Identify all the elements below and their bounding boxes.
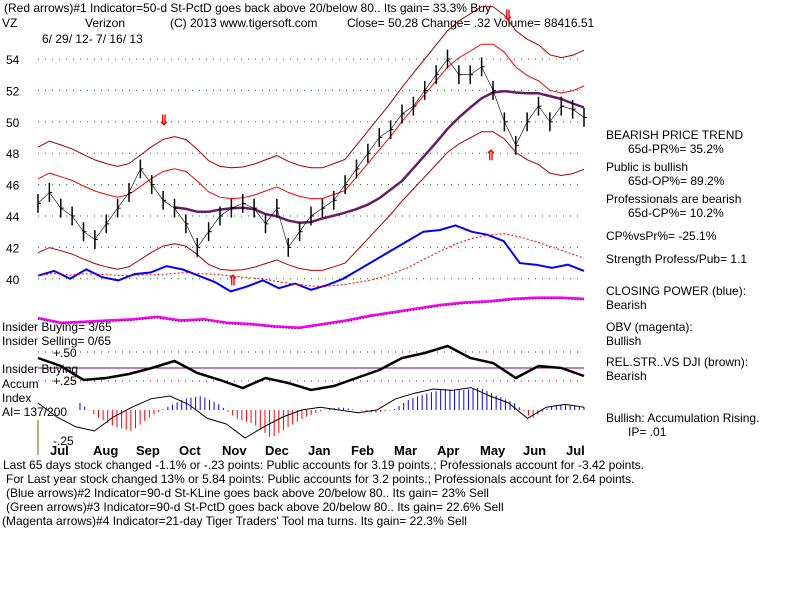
closing-power-ma <box>37 233 585 287</box>
ticker: VZ <box>2 16 18 30</box>
x-tick-label: Mar <box>394 443 417 458</box>
date-range: 6/ 29/ 12- 7/ 16/ 13 <box>42 32 143 46</box>
x-tick-label: Dec <box>265 443 289 458</box>
tick-p50: +.50 <box>53 346 77 360</box>
footer-green-arrows: (Green arrows)#3 Indicator=90-d St-PctD … <box>6 500 504 514</box>
price-trend: BEARISH PRICE TREND <box>606 128 744 142</box>
y-tick-label: 42 <box>6 241 20 255</box>
price-line <box>37 58 585 249</box>
x-tick-label: Jul <box>50 443 69 458</box>
tick-m25: -.25 <box>53 434 74 448</box>
arrow-up-icon: ⇑ <box>227 272 239 288</box>
x-tick-label: Feb <box>351 443 374 458</box>
pros-status: Professionals are bearish <box>606 192 742 206</box>
lower-band <box>37 131 585 271</box>
index-label: Index <box>2 391 32 405</box>
cp-vs-pr: CP%vsPr%= -25.1% <box>606 229 717 243</box>
footer-65days: Last 65 days stock changed -1.1% or -.23… <box>3 458 645 472</box>
footer-year: For Last year stock changed 13% or 5.84 … <box>6 472 635 486</box>
x-tick-label: Oct <box>179 443 201 458</box>
footer-magenta-arrows: (Magenta arrows)#4 Indicator=21-day Tige… <box>2 514 467 528</box>
upper-band <box>37 6 585 169</box>
op-pct: 65d-OP%= 89.2% <box>628 174 725 188</box>
tick-p25: +.25 <box>53 374 77 388</box>
arrow-down-icon: ⇓ <box>158 112 170 128</box>
pr-pct: 65d-PR%= 35.2% <box>628 142 724 156</box>
arrow-down-icon: ⇓ <box>502 7 514 23</box>
x-tick-label: Jun <box>523 443 546 458</box>
strength: Strength Profess/Pub= 1.1 <box>606 252 748 266</box>
y-tick-label: 44 <box>6 210 20 224</box>
cp-pct: 65d-CP%= 10.2% <box>628 206 724 220</box>
indicator-1-text: (Red arrows)#1 Indicator=50-d St-PctD go… <box>4 1 491 15</box>
insider-buying: Insider Buying= 3/65 <box>2 320 112 334</box>
ai-label: AI= 137/200 <box>2 405 68 419</box>
x-tick-label: Apr <box>437 443 459 458</box>
arrow-up-icon: ⇑ <box>485 147 497 163</box>
public-status: Public is bullish <box>606 160 689 174</box>
closing-power-title: CLOSING POWER (blue): <box>606 284 747 298</box>
x-tick-label: Jul <box>566 443 585 458</box>
y-tick-label: 50 <box>6 116 20 130</box>
accum-status: Bullish: Accumulation Rising. <box>606 411 760 425</box>
accum-index-line <box>37 387 585 439</box>
obv-value: Bullish <box>606 334 642 348</box>
y-tick-label: 48 <box>6 147 20 161</box>
company-name: Verizon <box>85 16 126 30</box>
x-tick-label: Jan <box>308 443 330 458</box>
obv-title: OBV (magenta): <box>606 320 693 334</box>
footer-blue-arrows: (Blue arrows)#2 Indicator=90-d St-KLine … <box>6 486 489 500</box>
y-tick-label: 52 <box>6 84 20 98</box>
x-tick-label: May <box>480 443 506 458</box>
x-tick-label: Sep <box>136 443 160 458</box>
obv-line <box>37 296 585 329</box>
y-tick-label: 40 <box>6 273 20 287</box>
obv-ma <box>37 298 585 330</box>
closing-power-value: Bearish <box>606 298 647 312</box>
y-tick-label: 46 <box>6 179 20 193</box>
rel-str-title: REL.STR..VS DJI (brown): <box>606 355 749 369</box>
copyright: (C) 2013 www.tigersoft.com <box>170 16 318 30</box>
x-tick-label: Aug <box>93 443 118 458</box>
rel-str-value: Bearish <box>606 369 647 383</box>
closing-power-line <box>37 224 585 293</box>
accum-label: Accum <box>2 377 39 391</box>
insider-selling: Insider Selling= 0/65 <box>2 334 112 348</box>
x-tick-label: Nov <box>222 443 247 458</box>
ip-value: IP= .01 <box>628 425 667 439</box>
insider-buying-label: Insider Buying <box>2 362 79 376</box>
close-info: Close= 50.28 Change= .32 Volume= 88416.5… <box>347 16 595 30</box>
y-tick-label: 54 <box>6 53 20 67</box>
rel-str-line <box>37 344 585 392</box>
